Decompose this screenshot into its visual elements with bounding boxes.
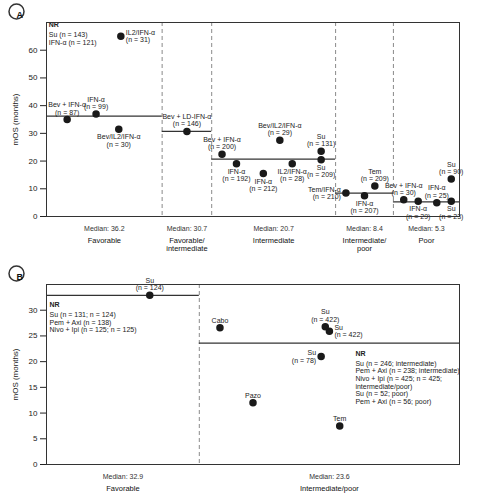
svg-text:IFN-α(n = 29): IFN-α(n = 29) bbox=[406, 205, 430, 220]
svg-text:Median: 8.4: Median: 8.4 bbox=[346, 225, 383, 232]
svg-text:Median: 32.9: Median: 32.9 bbox=[103, 473, 144, 480]
html-text:Su: Su bbox=[447, 160, 456, 168]
html-text:(n = 209): (n = 209) bbox=[360, 175, 389, 182]
svg-text:Su(n = 131): Su(n = 131) bbox=[307, 133, 335, 148]
svg-text:60: 60 bbox=[29, 46, 38, 55]
svg-text:5: 5 bbox=[33, 434, 38, 443]
html-text:(n = 23): (n = 23) bbox=[439, 212, 464, 220]
svg-text:0: 0 bbox=[33, 212, 38, 221]
svg-text:Su(n = 78): Su(n = 78) bbox=[292, 349, 316, 364]
svg-text:Intermediate: Intermediate bbox=[253, 236, 295, 245]
svg-text:IL2/IFN-α(n = 31): IL2/IFN-α(n = 31) bbox=[126, 29, 155, 44]
svg-text:Median: 20.7: Median: 20.7 bbox=[253, 225, 294, 232]
svg-text:10: 10 bbox=[29, 184, 38, 193]
html-text:Tem: Tem bbox=[368, 167, 382, 175]
svg-text:IFN-α(n = 99): IFN-α(n = 99) bbox=[84, 96, 108, 111]
svg-text:10: 10 bbox=[29, 409, 38, 418]
svg-text:Median: 23.6: Median: 23.6 bbox=[309, 473, 350, 480]
svg-text:Median: 36.2: Median: 36.2 bbox=[84, 225, 125, 232]
svg-text:30: 30 bbox=[29, 129, 38, 138]
svg-text:Cabo: Cabo bbox=[212, 317, 229, 324]
svg-text:Tem/IFN-α(n = 210): Tem/IFN-α(n = 210) bbox=[308, 186, 341, 201]
svg-text:Median: 30.7: Median: 30.7 bbox=[167, 225, 208, 232]
svg-text:20: 20 bbox=[29, 357, 38, 366]
svg-text:40: 40 bbox=[29, 101, 38, 110]
html-text:(n = 124): (n = 124) bbox=[135, 284, 164, 292]
svg-text:IL2/IFN-α(n = 28): IL2/IFN-α(n = 28) bbox=[278, 168, 307, 183]
svg-text:IFN-α(n = 192): IFN-α(n = 192) bbox=[222, 168, 250, 183]
svg-text:IFN-α(n = 207): IFN-α(n = 207) bbox=[350, 200, 378, 215]
svg-text:IFN-α(n = 212): IFN-α(n = 212) bbox=[249, 178, 277, 193]
svg-text:Bev/IL2/IFN-α(n = 29): Bev/IL2/IFN-α(n = 29) bbox=[258, 122, 301, 137]
svg-text:Bev + IFN-α(n = 30): Bev + IFN-α(n = 30) bbox=[385, 182, 423, 197]
svg-text:Median: 5.3: Median: 5.3 bbox=[408, 225, 445, 232]
svg-text:NR: NR bbox=[355, 350, 365, 357]
svg-text:IFN-α(n = 25): IFN-α(n = 25) bbox=[425, 184, 449, 199]
svg-text:Favorable/intermediate: Favorable/intermediate bbox=[166, 236, 207, 253]
html-text:(n = 90): (n = 90) bbox=[439, 168, 464, 176]
svg-text:Su(n = 209): Su(n = 209) bbox=[307, 164, 335, 179]
svg-text:Bev + LD-IFN-α(n = 146): Bev + LD-IFN-α(n = 146) bbox=[162, 113, 211, 128]
svg-text:20: 20 bbox=[29, 157, 38, 166]
svg-text:Su (n = 246; intermediate)Pem: Su (n = 246; intermediate)Pem + Axi (n =… bbox=[355, 360, 459, 407]
svg-text:Favorable: Favorable bbox=[88, 236, 121, 245]
svg-text:B: B bbox=[17, 272, 24, 282]
svg-text:Intermediate/poor: Intermediate/poor bbox=[300, 484, 359, 493]
svg-text:Bev + IFN-α(n = 200): Bev + IFN-α(n = 200) bbox=[203, 136, 241, 151]
svg-text:Su(n = 422): Su(n = 422) bbox=[334, 324, 362, 339]
svg-text:NR: NR bbox=[48, 21, 59, 29]
svg-text:Intermediate/poor: Intermediate/poor bbox=[343, 236, 388, 253]
html-text:Su: Su bbox=[145, 277, 154, 284]
svg-text:Su(n = 422): Su(n = 422) bbox=[311, 308, 339, 323]
svg-text:Poor: Poor bbox=[419, 236, 435, 245]
svg-text:mOS (months): mOS (months) bbox=[11, 348, 20, 400]
svg-text:A: A bbox=[17, 10, 24, 20]
svg-text:15: 15 bbox=[29, 383, 38, 392]
html-text:Su: Su bbox=[447, 205, 456, 213]
svg-text:Favorable: Favorable bbox=[106, 484, 139, 493]
svg-text:Pazo: Pazo bbox=[245, 392, 261, 399]
svg-text:Bev + IFN-α(n = 87): Bev + IFN-α(n = 87) bbox=[48, 101, 86, 116]
svg-text:0: 0 bbox=[33, 460, 38, 469]
svg-text:Su (n = 131; n = 124)Pem + Axi: Su (n = 131; n = 124)Pem + Axi (n = 138)… bbox=[50, 311, 137, 334]
svg-text:Su (n = 143)IFN-α (n = 121): Su (n = 143)IFN-α (n = 121) bbox=[49, 31, 97, 47]
svg-text:Tem: Tem bbox=[333, 415, 346, 422]
svg-text:mOS (months): mOS (months) bbox=[11, 93, 20, 145]
svg-text:NR: NR bbox=[50, 301, 60, 308]
svg-text:25: 25 bbox=[29, 331, 38, 340]
svg-text:30: 30 bbox=[29, 306, 38, 315]
svg-text:Bev/IL2/IFN-α(n = 30): Bev/IL2/IFN-α(n = 30) bbox=[97, 133, 140, 148]
svg-text:50: 50 bbox=[29, 73, 38, 82]
